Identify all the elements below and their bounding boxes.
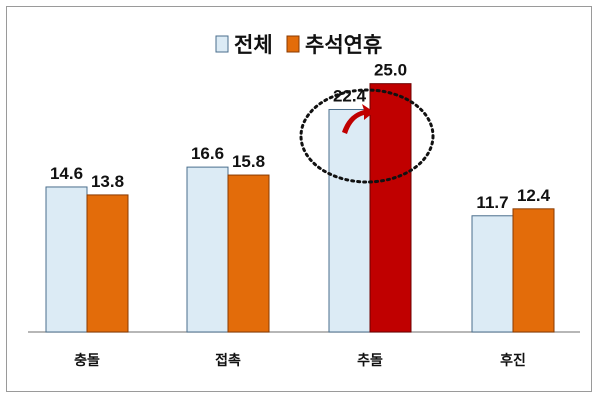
highlight-ellipse — [299, 88, 435, 184]
value-label-chuseok-1: 15.8 — [232, 152, 265, 171]
value-label-total-3: 11.7 — [476, 193, 508, 212]
category-label-0: 충돌 — [74, 353, 100, 369]
category-label-3: 후진 — [500, 352, 526, 369]
bar-total-3 — [471, 215, 514, 333]
value-label-chuseok-2: 25.0 — [374, 61, 407, 80]
bar-chuseok-1 — [227, 174, 270, 333]
value-labels-group: 14.6 13.8 16.6 15.8 22.4 25.0 11.7 12.4 — [50, 61, 551, 212]
increase-arrow-icon — [342, 104, 374, 134]
category-labels-group: 충돌 접촉 추돌 후진 — [74, 352, 526, 369]
category-label-1: 접촉 — [215, 353, 241, 369]
legend-swatch-total — [215, 35, 229, 53]
bar-total-0 — [45, 186, 88, 333]
value-label-total-0: 14.6 — [50, 164, 83, 183]
bars-group — [45, 83, 555, 333]
category-label-2: 추돌 — [357, 353, 383, 369]
bar-chuseok-2 — [369, 83, 412, 333]
legend-label-chuseok: 추석연휴 — [305, 33, 382, 57]
legend-label-total: 전체 — [234, 33, 273, 57]
bar-total-1 — [186, 166, 229, 333]
bar-chuseok-3 — [512, 208, 555, 333]
highlight-annotation — [299, 88, 435, 184]
value-label-chuseok-3: 12.4 — [517, 186, 551, 205]
legend: 전체 추석연휴 — [215, 33, 382, 57]
bar-chuseok-0 — [86, 194, 129, 333]
value-label-total-1: 16.6 — [191, 144, 224, 163]
legend-swatch-chuseok — [286, 35, 300, 53]
value-label-chuseok-0: 13.8 — [91, 172, 124, 191]
bar-total-2 — [328, 108, 371, 333]
value-label-total-2: 22.4 — [333, 86, 367, 105]
